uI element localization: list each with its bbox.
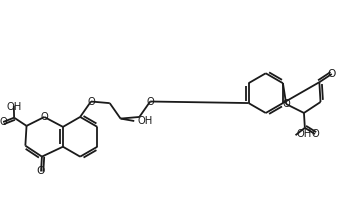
Text: OH: OH bbox=[6, 102, 21, 112]
Text: O: O bbox=[0, 117, 7, 127]
Text: OH: OH bbox=[296, 129, 312, 139]
Text: O: O bbox=[37, 166, 45, 177]
Text: O: O bbox=[146, 97, 154, 107]
Text: O: O bbox=[328, 69, 336, 79]
Text: O: O bbox=[41, 112, 48, 122]
Text: OH: OH bbox=[137, 116, 152, 126]
Text: O: O bbox=[282, 99, 290, 109]
Text: O: O bbox=[87, 97, 95, 107]
Text: O: O bbox=[311, 129, 319, 139]
